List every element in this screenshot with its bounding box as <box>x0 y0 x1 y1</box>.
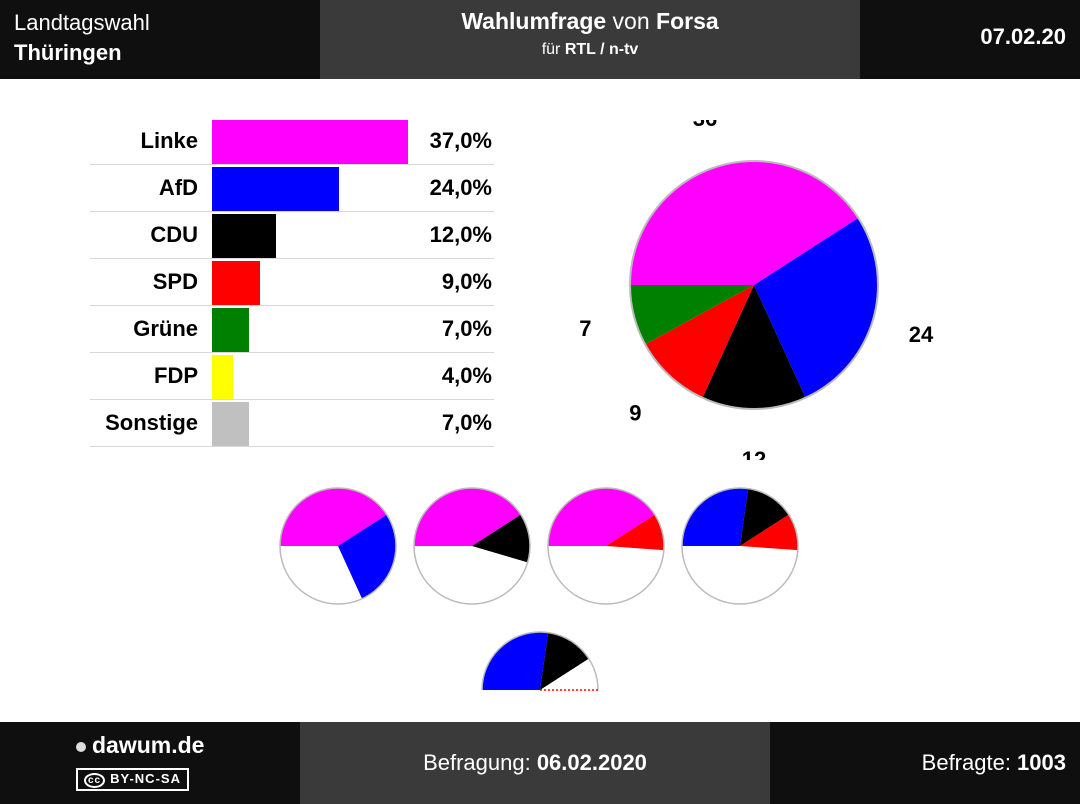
bar-2 <box>212 214 276 258</box>
poll-title-mid: von <box>606 8 657 34</box>
license-badge: cc BY-NC-SA <box>76 768 189 791</box>
survey-date: 06.02.2020 <box>536 750 647 775</box>
party-name: SPD <box>152 269 198 294</box>
pie-label-4: 7 <box>580 316 592 341</box>
coalition-pie-3 <box>681 487 799 605</box>
pie-slice-0 <box>630 160 859 285</box>
bar-value-label: 24,0% <box>429 175 492 200</box>
pie-label-3: 9 <box>629 400 641 425</box>
header-bar: Landtagswahl Thüringen Wahlumfrage von F… <box>0 0 1080 79</box>
coalition-slice <box>414 488 521 546</box>
institute-name: Forsa <box>656 8 719 34</box>
bar-1 <box>212 167 340 211</box>
coalition-slice <box>540 632 589 690</box>
client-name: RTL / n-tv <box>564 41 639 58</box>
bar-value-label: 7,0% <box>441 410 492 435</box>
poll-title-box: Wahlumfrage von Forsa für RTL / n-tv <box>320 0 860 79</box>
bar-6 <box>212 402 250 446</box>
coalition-slice <box>740 514 798 551</box>
pie-label-0: 36 <box>693 120 717 131</box>
party-name: Linke <box>140 128 198 153</box>
coalition-outline <box>413 487 531 605</box>
bar-row-2: CDU 12,0% <box>90 212 494 259</box>
bar-5 <box>212 355 234 399</box>
bar-row-3: SPD 9,0% <box>90 259 494 306</box>
bar-value-label: 4,0% <box>441 363 492 388</box>
coalition-slice <box>606 514 664 551</box>
dawum-logo[interactable]: dawum.de <box>76 732 204 759</box>
coalition-slice <box>482 632 549 690</box>
poll-title-bold: Wahlumfrage <box>461 8 607 34</box>
bar-row-4: Grüne 7,0% <box>90 306 494 353</box>
pie-slice-3 <box>645 285 754 398</box>
bar-row-0: Linke 37,0% <box>90 118 494 165</box>
party-name: CDU <box>150 222 198 247</box>
coalition-pie-4 <box>481 631 599 691</box>
bar-row-1: AfD 24,0% <box>90 165 494 212</box>
publish-date: 07.02.20 <box>980 24 1066 49</box>
state-label: Thüringen <box>14 40 122 65</box>
bar-row-5: FDP 4,0% <box>90 353 494 400</box>
coalition-pie-1 <box>413 487 531 605</box>
bar-row-6: Sonstige 7,0% <box>90 400 494 447</box>
coalition-outline <box>681 487 799 605</box>
respondents-label: Befragte: <box>921 750 1018 775</box>
pie-label-2: 12 <box>742 447 766 460</box>
coalition-pie-2 <box>547 487 665 605</box>
license-text: BY-NC-SA <box>110 771 181 786</box>
coalition-outline <box>481 631 599 691</box>
party-name: FDP <box>154 363 198 388</box>
party-name: Sonstige <box>105 410 198 435</box>
party-name: AfD <box>158 175 198 200</box>
client-prefix: für <box>541 41 565 58</box>
coalition-slice <box>280 488 387 546</box>
pie-slice-4 <box>630 285 754 345</box>
election-label: Landtagswahl <box>14 10 150 35</box>
cc-icon: cc <box>84 773 106 788</box>
bar-value-label: 9,0% <box>441 269 492 294</box>
party-name: Grüne <box>133 316 198 341</box>
logo-icon <box>76 742 86 752</box>
pie-slice-2 <box>702 285 806 409</box>
coalition-slice <box>548 488 655 546</box>
coalition-slice <box>472 514 530 563</box>
survey-period: Befragung: 06.02.2020 <box>300 722 770 804</box>
seat-pie-chart: 36 24 12 9 7 <box>580 120 934 460</box>
bar-value-label: 7,0% <box>441 316 492 341</box>
coalition-pie-0 <box>279 487 397 605</box>
region-title: Landtagswahl Thüringen <box>14 8 150 68</box>
respondents-info: Befragte: 1003 <box>922 722 1066 804</box>
poll-subtitle: für RTL / n-tv <box>320 41 860 59</box>
bar-value-label: 37,0% <box>429 128 492 153</box>
bar-value-label: 12,0% <box>429 222 492 247</box>
respondents-count: 1003 <box>1017 750 1066 775</box>
coalition-outline <box>547 487 665 605</box>
poll-title: Wahlumfrage von Forsa <box>320 8 860 35</box>
coalition-outline <box>279 487 397 605</box>
coalition-slice <box>740 488 789 546</box>
coalition-slice <box>682 488 749 546</box>
footer-bar: dawum.de cc BY-NC-SA Befragung: 06.02.202… <box>0 722 1080 804</box>
survey-label: Befragung: <box>423 750 537 775</box>
pie-label-1: 24 <box>909 322 934 347</box>
site-name: dawum.de <box>92 732 205 758</box>
bar-0 <box>212 120 408 164</box>
bar-4 <box>212 308 250 352</box>
coalition-pies <box>279 487 799 691</box>
bar-3 <box>212 261 260 305</box>
coalition-slice <box>338 514 396 599</box>
pie-slice-1 <box>754 217 879 398</box>
pie-outline <box>629 160 879 410</box>
